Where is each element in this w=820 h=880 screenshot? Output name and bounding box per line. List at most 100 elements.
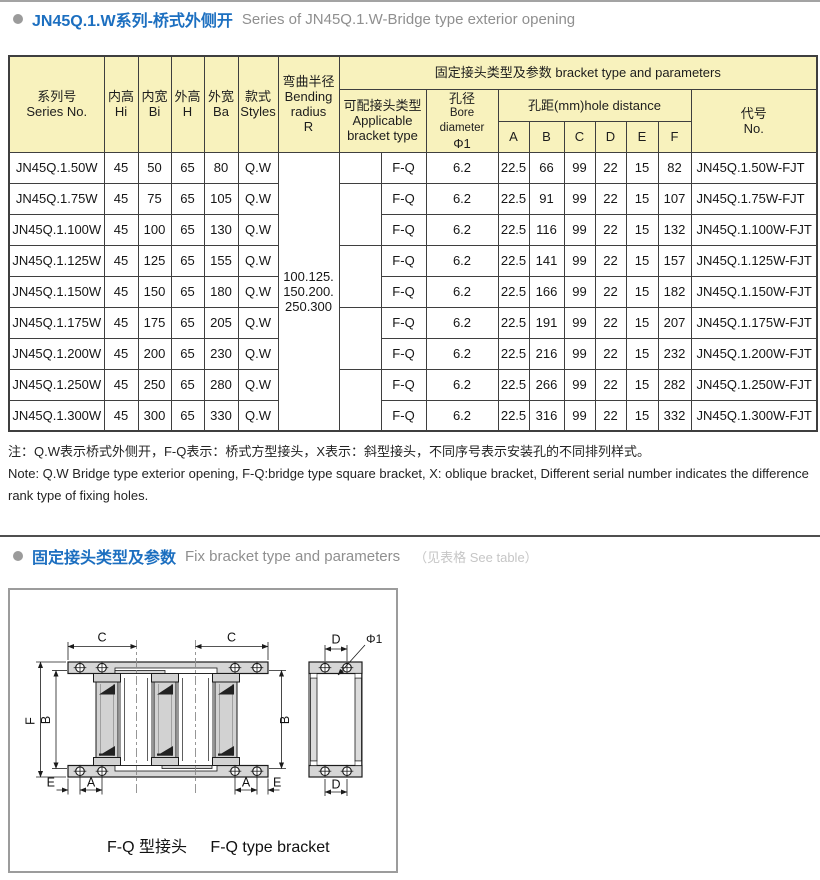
dim-label-a-left: A xyxy=(87,776,96,790)
header-label-en: Bending xyxy=(284,89,333,105)
cell-f: 232 xyxy=(657,337,692,370)
cell-d: 22 xyxy=(594,306,627,339)
top-divider xyxy=(0,0,820,2)
cell-bracket: F-Q xyxy=(380,213,427,246)
cell-c: 99 xyxy=(563,368,596,401)
outer-link-plate xyxy=(119,673,153,766)
header-label-phi: Φ1 xyxy=(453,135,471,151)
cell-series: JN45Q.1.150W xyxy=(8,275,105,308)
section1-title-en: Series of JN45Q.1.W-Bridge type exterior… xyxy=(241,10,576,28)
cell-bore: 6.2 xyxy=(425,151,499,184)
cell-ba: 280 xyxy=(203,368,239,401)
col-header-applicable-bracket: 可配接头类型 Applicable bracket type xyxy=(338,88,427,153)
header-label-zh: 外高 xyxy=(174,89,201,105)
col-header-hi: 内高 Hi xyxy=(103,55,139,153)
cell-style: Q.W xyxy=(237,275,279,308)
cell-spacer xyxy=(338,306,382,370)
cell-a: 22.5 xyxy=(497,306,530,339)
header-label-en: No. xyxy=(743,120,764,136)
dim-label-b-left: B xyxy=(39,716,53,724)
note-line-en: Note: Q.W Bridge type exterior opening, … xyxy=(8,466,809,503)
front-view xyxy=(67,640,269,794)
chain-link xyxy=(151,673,179,766)
cell-bore: 6.2 xyxy=(425,182,499,215)
cell-f: 82 xyxy=(657,151,692,184)
cell-ba: 180 xyxy=(203,275,239,308)
cell-h: 65 xyxy=(170,182,205,215)
section2-see-table-note: （见表格 See table） xyxy=(414,549,538,565)
header-label-en: H xyxy=(182,104,193,120)
section1-title-zh: JN45Q.1.W系列-桥式外侧开 xyxy=(32,13,233,30)
cell-bending-radius: 100.125. 150.200. 250.300 xyxy=(277,151,340,432)
cell-hi: 45 xyxy=(103,244,139,277)
dim-label-a-right: A xyxy=(242,776,251,790)
side-view xyxy=(308,660,363,779)
cell-d: 22 xyxy=(594,182,627,215)
cell-a: 22.5 xyxy=(497,275,530,308)
header-label-en: Series No. xyxy=(26,104,88,120)
cell-bracket: F-Q xyxy=(380,368,427,401)
bracket-drawing: C C F B B E A A E xyxy=(24,631,383,857)
side-rail xyxy=(354,677,362,762)
cell-series: JN45Q.1.200W xyxy=(8,337,105,370)
cell-bracket: F-Q xyxy=(380,151,427,184)
cell-code: JN45Q.1.100W-FJT xyxy=(690,213,818,246)
cell-a: 22.5 xyxy=(497,368,530,401)
drawing-caption-zh: F-Q 型接头 xyxy=(107,838,187,856)
header-label-zh: 内宽 xyxy=(141,89,168,105)
cell-bi: 125 xyxy=(137,244,172,277)
section1-header: JN45Q.1.W系列-桥式外侧开 Series of JN45Q.1.W-Br… xyxy=(13,7,575,31)
side-top-bar xyxy=(308,661,363,675)
header-label-zh: 孔径 xyxy=(448,90,475,106)
side-bottom-bar xyxy=(308,764,363,778)
cell-style: Q.W xyxy=(237,151,279,184)
cell-e: 15 xyxy=(625,151,659,184)
cell-series: JN45Q.1.175W xyxy=(8,306,105,339)
cell-code: JN45Q.1.75W-FJT xyxy=(690,182,818,215)
cell-bi: 50 xyxy=(137,151,172,184)
dim-label-f: F xyxy=(24,717,38,725)
header-label-zh: 可配接头类型 xyxy=(343,98,422,113)
cell-hi: 45 xyxy=(103,151,139,184)
cell-style: Q.W xyxy=(237,306,279,339)
cell-h: 65 xyxy=(170,213,205,246)
cell-bi: 250 xyxy=(137,368,172,401)
dim-label-e-left: E xyxy=(47,776,55,790)
cell-a: 22.5 xyxy=(497,399,530,432)
radius-line: 250.300 xyxy=(285,298,332,314)
header-label-en: Applicable xyxy=(352,113,413,128)
cell-bi: 200 xyxy=(137,337,172,370)
cell-spacer xyxy=(338,368,382,432)
cell-code: JN45Q.1.250W-FJT xyxy=(690,368,818,401)
col-header-series: 系列号 Series No. xyxy=(8,55,105,153)
dim-label-d-bottom: D xyxy=(331,778,340,792)
cell-f: 182 xyxy=(657,275,692,308)
col-header-d: D xyxy=(594,120,627,153)
cell-c: 99 xyxy=(563,213,596,246)
header-label-zh: 内高 xyxy=(107,89,134,105)
dim-label-phi1: Φ1 xyxy=(366,632,383,646)
cell-b: 191 xyxy=(528,306,565,339)
header-label-en: R xyxy=(303,119,314,135)
cell-bore: 6.2 xyxy=(425,306,499,339)
cell-c: 99 xyxy=(563,275,596,308)
col-header-bending-radius: 弯曲半径 Bending radius R xyxy=(277,55,340,153)
cell-f: 132 xyxy=(657,213,692,246)
cell-series: JN45Q.1.100W xyxy=(8,213,105,246)
bullet-icon xyxy=(13,14,23,24)
cell-h: 65 xyxy=(170,306,205,339)
cell-code: JN45Q.1.50W-FJT xyxy=(690,151,818,184)
table-row: JN45Q.1.200W 45 200 65 230 Q.W F-Q 6.2 22.5 216 99… xyxy=(8,337,818,370)
header-label-en: Hi xyxy=(114,104,128,120)
header-label-en: Bore diameter xyxy=(439,106,485,134)
col-header-f: F xyxy=(657,120,692,153)
cell-spacer xyxy=(338,182,382,246)
cell-e: 15 xyxy=(625,306,659,339)
cell-d: 22 xyxy=(594,151,627,184)
cell-style: Q.W xyxy=(237,368,279,401)
cell-b: 166 xyxy=(528,275,565,308)
table-notes: 注：Q.W表示桥式外侧开，F-Q表示：桥式方型接头，X表示：斜型接头，不同序号表… xyxy=(8,441,816,507)
col-header-hole-distance: 孔距(mm)hole distance xyxy=(497,88,692,122)
cell-a: 22.5 xyxy=(497,213,530,246)
table-row: JN45Q.1.50W 45 50 65 80 Q.W 100.125. 150.200. 25… xyxy=(8,151,818,432)
